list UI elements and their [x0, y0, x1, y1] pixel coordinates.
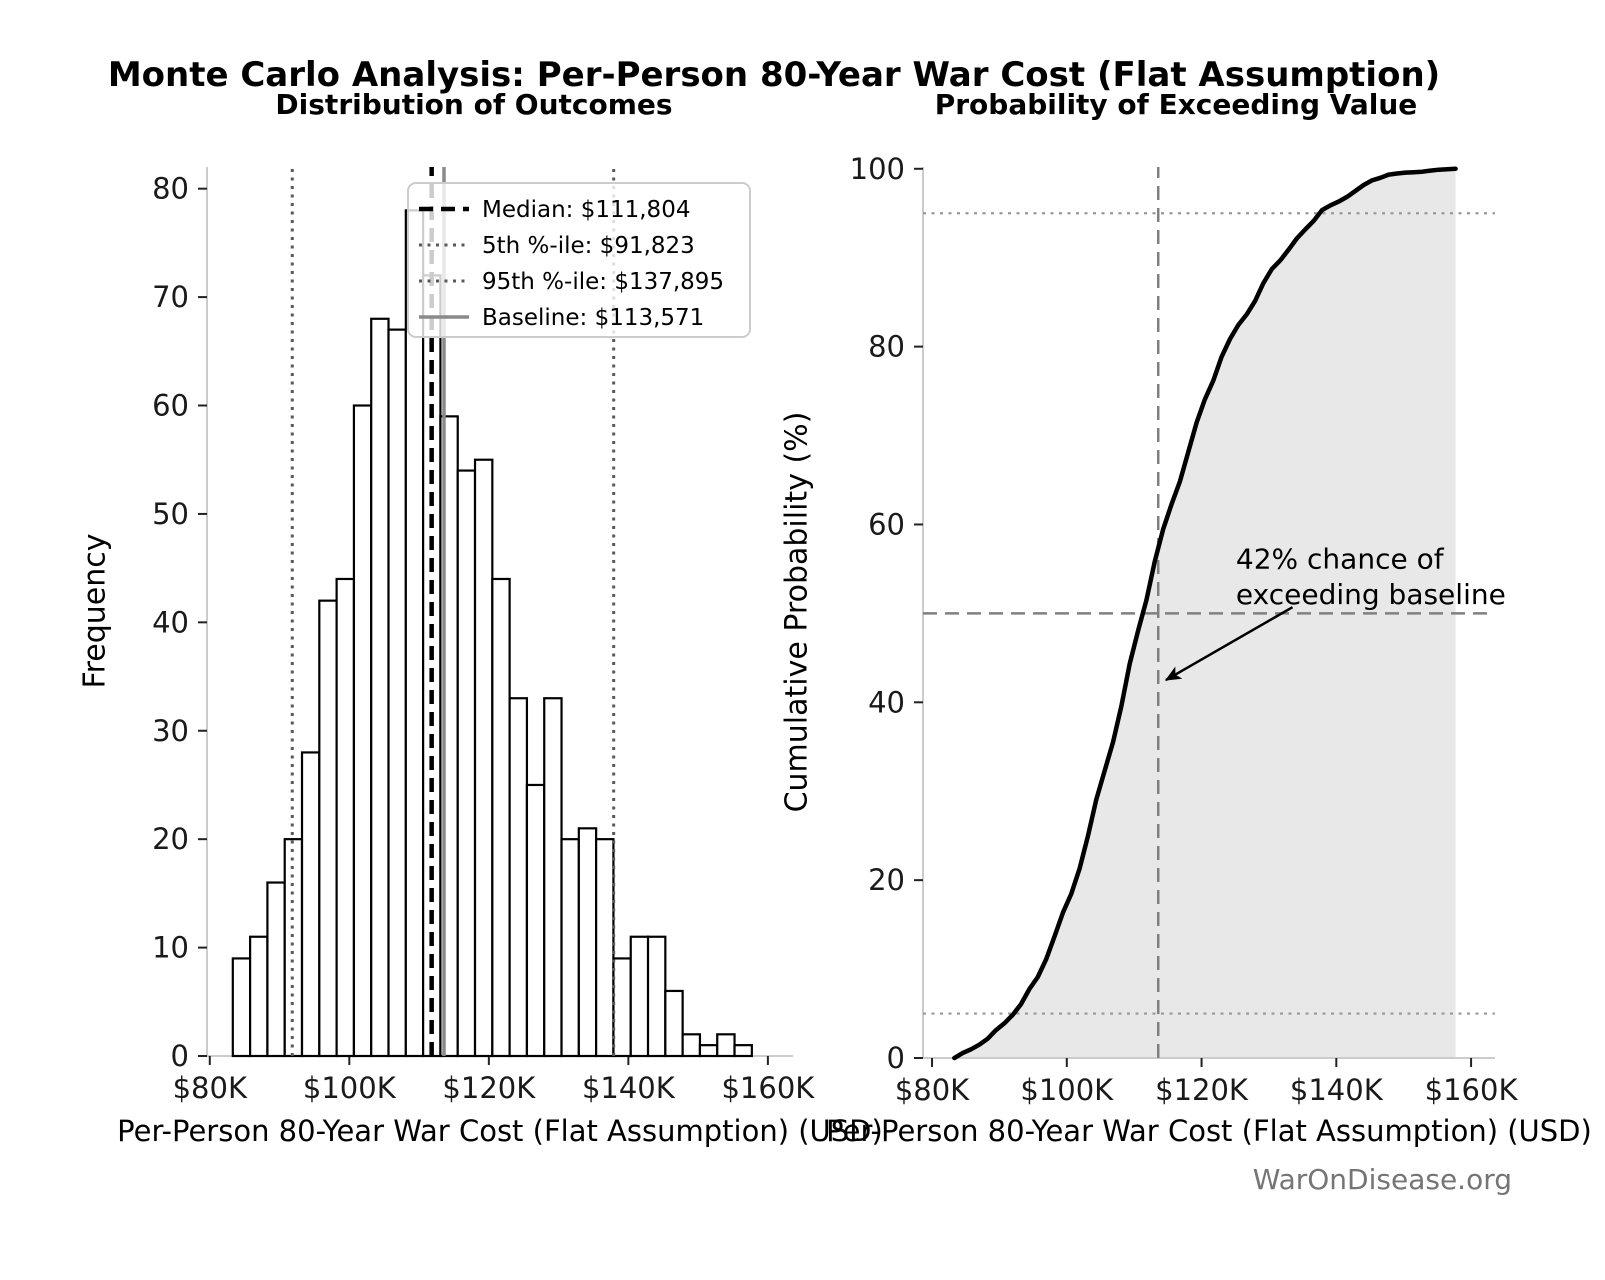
histogram-bar — [508, 697, 529, 1058]
histogram-bar — [249, 935, 269, 1058]
histogram-bar — [370, 317, 390, 1058]
histogram-bar — [664, 989, 684, 1058]
x-tick-label: $80K — [173, 1071, 248, 1105]
legend-item-label: 5th %-ile: $91,823 — [482, 233, 695, 259]
histogram-bar — [387, 328, 407, 1058]
histogram-bar — [491, 577, 511, 1058]
y-tick-label: 20 — [152, 822, 189, 856]
histogram-bar — [300, 751, 321, 1058]
cdf-panel: $80K $100K $120K $140K $160K 0 20 40 60 80 100 42% … — [850, 152, 1519, 1107]
histogram-bar — [335, 577, 356, 1058]
y-tick-label: 30 — [152, 714, 189, 748]
x-tick-label: $160K — [1425, 1073, 1519, 1107]
subplot-title-probability: Probability of Exceeding Value — [934, 88, 1418, 121]
histogram-bar — [456, 469, 477, 1058]
histogram-bar — [595, 838, 615, 1058]
watermark: WarOnDisease.org — [1252, 1163, 1512, 1196]
y-tick-label: 70 — [152, 280, 189, 314]
histogram-bar — [283, 838, 304, 1058]
main-title: Monte Carlo Analysis: Per-Person 80-Year… — [107, 55, 1441, 95]
y-tick-label: 40 — [152, 605, 189, 639]
legend-item-label: Median: $111,804 — [482, 197, 690, 223]
y-tick-label: 0 — [171, 1039, 189, 1073]
y-tick-label: 10 — [152, 931, 189, 965]
legend-item-label: 95th %-ile: $137,895 — [482, 269, 724, 295]
histogram-bar — [543, 697, 563, 1058]
histogram-bar — [266, 881, 286, 1058]
y-tick-label: 0 — [887, 1041, 905, 1075]
y-axis-label-cumulative-probability: Cumulative Probability (%) — [779, 411, 815, 813]
x-tick-label: $120K — [442, 1071, 536, 1105]
subplot-title-distribution: Distribution of Outcomes — [275, 88, 673, 121]
cdf-curve — [952, 166, 1458, 1061]
x-tick-label: $100K — [1020, 1073, 1114, 1107]
histogram-bar — [612, 957, 632, 1058]
y-tick-label: 60 — [868, 507, 905, 541]
y-tick-label: 20 — [868, 863, 905, 897]
histogram-bar — [318, 599, 338, 1058]
y-tick-label: 100 — [850, 152, 905, 186]
histogram-bar — [352, 404, 373, 1058]
x-axis-label-left: Per-Person 80-Year War Cost (Flat Assump… — [117, 1114, 883, 1148]
x-tick-label: $140K — [582, 1071, 676, 1105]
histogram-bars — [231, 209, 753, 1058]
y-tick-label: 60 — [152, 389, 189, 423]
histogram-bar — [629, 935, 650, 1058]
x-axis-label-right: Per-Person 80-Year War Cost (Flat Assump… — [826, 1114, 1592, 1148]
histogram-bar — [716, 1033, 736, 1058]
x-tick-label: $160K — [721, 1071, 815, 1105]
histogram-panel: $80K $100K $120K $140K $160K 0 10 20 30 40 50 60 70 8… — [152, 167, 815, 1105]
histogram-bar — [646, 935, 667, 1058]
annotation-text: exceeding baseline — [1236, 578, 1506, 611]
y-axis-label-frequency: Frequency — [77, 533, 113, 689]
x-tick-label: $120K — [1155, 1073, 1249, 1107]
annotation-arrow — [1164, 606, 1294, 682]
y-tick-label: 40 — [868, 685, 905, 719]
y-tick-label: 50 — [152, 497, 189, 531]
histogram-bar — [231, 957, 252, 1058]
legend-item-label: Baseline: $113,571 — [482, 305, 704, 331]
y-tick-label: 80 — [152, 172, 189, 206]
legend-box — [407, 182, 751, 338]
histogram-bar — [577, 827, 598, 1058]
histogram-bar — [733, 1044, 753, 1058]
annotation-text: 42% chance of — [1236, 542, 1445, 575]
histogram-bar — [525, 783, 546, 1058]
x-tick-label: $80K — [895, 1073, 970, 1107]
legend: Median: $111,804 5th %-ile: $91,823 95th %… — [407, 182, 751, 338]
x-tick-label: $100K — [303, 1071, 397, 1105]
histogram-bar — [560, 838, 580, 1058]
histogram-bar — [681, 1033, 702, 1058]
x-tick-label: $140K — [1290, 1073, 1384, 1107]
cdf-fill — [954, 168, 1456, 1059]
histogram-bar — [473, 458, 494, 1058]
histogram-bar — [698, 1044, 719, 1058]
y-tick-label: 80 — [868, 330, 905, 364]
